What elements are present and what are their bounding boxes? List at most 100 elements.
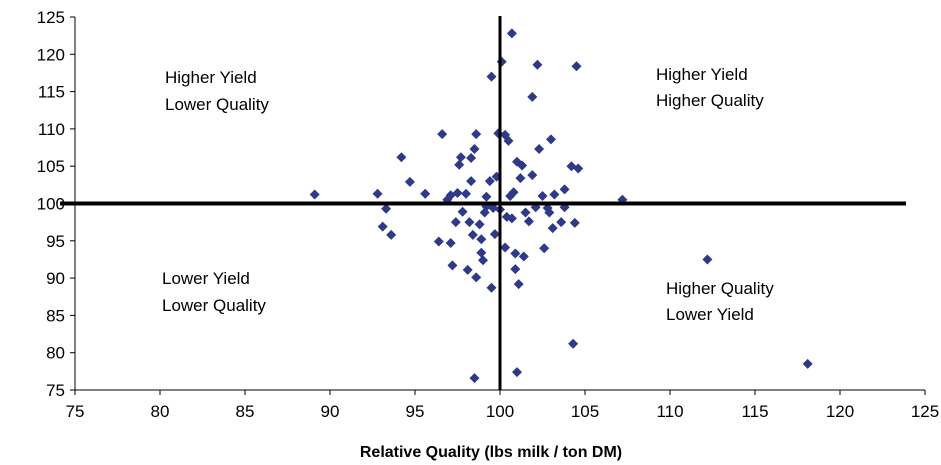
data-point — [461, 188, 471, 199]
data-point — [450, 217, 461, 228]
x-tick-label: 95 — [406, 402, 425, 421]
data-point — [486, 71, 497, 82]
data-point — [471, 129, 482, 140]
data-point — [386, 229, 397, 240]
data-point — [512, 367, 522, 378]
data-point — [454, 159, 465, 170]
x-tick-label: 110 — [656, 402, 683, 421]
data-point — [464, 217, 475, 228]
quadrant-lower-right-line1: Higher Quality — [666, 279, 774, 298]
x-tick-label: 105 — [571, 402, 599, 421]
quadrant-lower-right-line2: Lower Yield — [666, 305, 754, 324]
y-tick-label: 80 — [46, 344, 65, 363]
y-tick-label: 105 — [37, 157, 65, 176]
x-tick-label: 125 — [911, 402, 939, 421]
data-point — [489, 229, 500, 240]
data-point — [484, 176, 495, 187]
data-point — [527, 91, 538, 102]
tick-labels: 75 80 85 90 95 100 105 110 115 120 125 75 80 85 90 95 10… — [37, 8, 940, 421]
x-axis-label: Relative Quality (lbs milk / ton DM) — [360, 444, 622, 461]
data-point — [568, 338, 579, 349]
data-point — [478, 255, 488, 266]
data-point — [466, 152, 477, 163]
data-point — [381, 203, 392, 214]
data-point — [455, 152, 466, 163]
x-tick-label: 90 — [321, 402, 340, 421]
y-tick-label: 125 — [37, 8, 65, 27]
data-point — [309, 189, 320, 200]
data-point — [547, 223, 558, 234]
quadrant-upper-right-line1: Higher Yield — [656, 65, 748, 84]
data-point — [466, 176, 477, 187]
data-point — [476, 234, 487, 245]
quadrant-upper-left-line1: Higher Yield — [165, 68, 257, 87]
data-point — [486, 282, 497, 293]
quadrant-upper-left-line2: Lower Quality — [165, 95, 269, 114]
data-point — [471, 272, 482, 283]
data-point — [506, 28, 517, 39]
data-point — [539, 243, 550, 254]
data-point — [510, 248, 521, 259]
y-tick-label: 85 — [46, 306, 65, 325]
data-point — [532, 59, 543, 70]
y-tick-label: 120 — [37, 45, 65, 64]
data-point — [447, 260, 458, 271]
data-point — [518, 251, 529, 262]
y-tick-label: 75 — [46, 381, 65, 400]
data-point — [508, 187, 519, 198]
data-point — [523, 216, 534, 227]
x-tick-label: 100 — [486, 402, 514, 421]
data-point — [546, 134, 556, 145]
y-tick-label: 90 — [46, 269, 65, 288]
data-point — [457, 206, 468, 217]
y-tick-label: 95 — [46, 232, 65, 251]
data-point — [549, 189, 560, 200]
data-point — [467, 229, 478, 240]
data-point — [559, 184, 570, 195]
y-tick-label: 115 — [38, 83, 65, 102]
reference-lines — [60, 16, 906, 390]
data-point — [377, 221, 388, 232]
x-tick-label: 80 — [151, 402, 170, 421]
data-point — [503, 135, 514, 146]
data-point — [527, 170, 538, 181]
data-point — [500, 242, 511, 253]
data-point — [462, 264, 473, 275]
data-point — [474, 219, 485, 230]
quadrant-upper-right-line2: Higher Quality — [656, 91, 764, 110]
data-point — [544, 207, 555, 218]
data-point — [802, 358, 813, 369]
quadrant-lower-left-line2: Lower Quality — [162, 296, 266, 315]
y-tick-label: 110 — [38, 120, 65, 139]
data-point — [534, 144, 545, 155]
data-point — [510, 264, 521, 275]
data-point — [537, 191, 548, 202]
x-tick-label: 120 — [826, 402, 854, 421]
y-tick-label: 100 — [37, 195, 65, 214]
data-point — [372, 188, 383, 199]
data-point — [496, 56, 507, 67]
data-point — [571, 61, 582, 72]
data-point — [404, 176, 415, 187]
data-point — [469, 373, 480, 384]
data-point — [445, 238, 456, 249]
data-point — [556, 217, 567, 228]
data-point — [476, 247, 487, 258]
data-point — [573, 163, 584, 174]
data-point — [702, 254, 713, 265]
x-tick-label: 115 — [741, 402, 768, 421]
data-point — [517, 160, 528, 171]
data-point — [506, 213, 517, 224]
data-point — [513, 279, 524, 290]
x-tick-label: 75 — [66, 402, 85, 421]
data-point — [452, 188, 463, 199]
x-tick-label: 85 — [236, 402, 255, 421]
data-point — [569, 217, 580, 228]
data-point — [433, 236, 444, 247]
data-point — [396, 152, 407, 163]
data-point — [437, 129, 448, 140]
data-point — [420, 188, 431, 199]
data-point — [515, 173, 526, 184]
quadrant-lower-left-line1: Lower Yield — [162, 269, 250, 288]
